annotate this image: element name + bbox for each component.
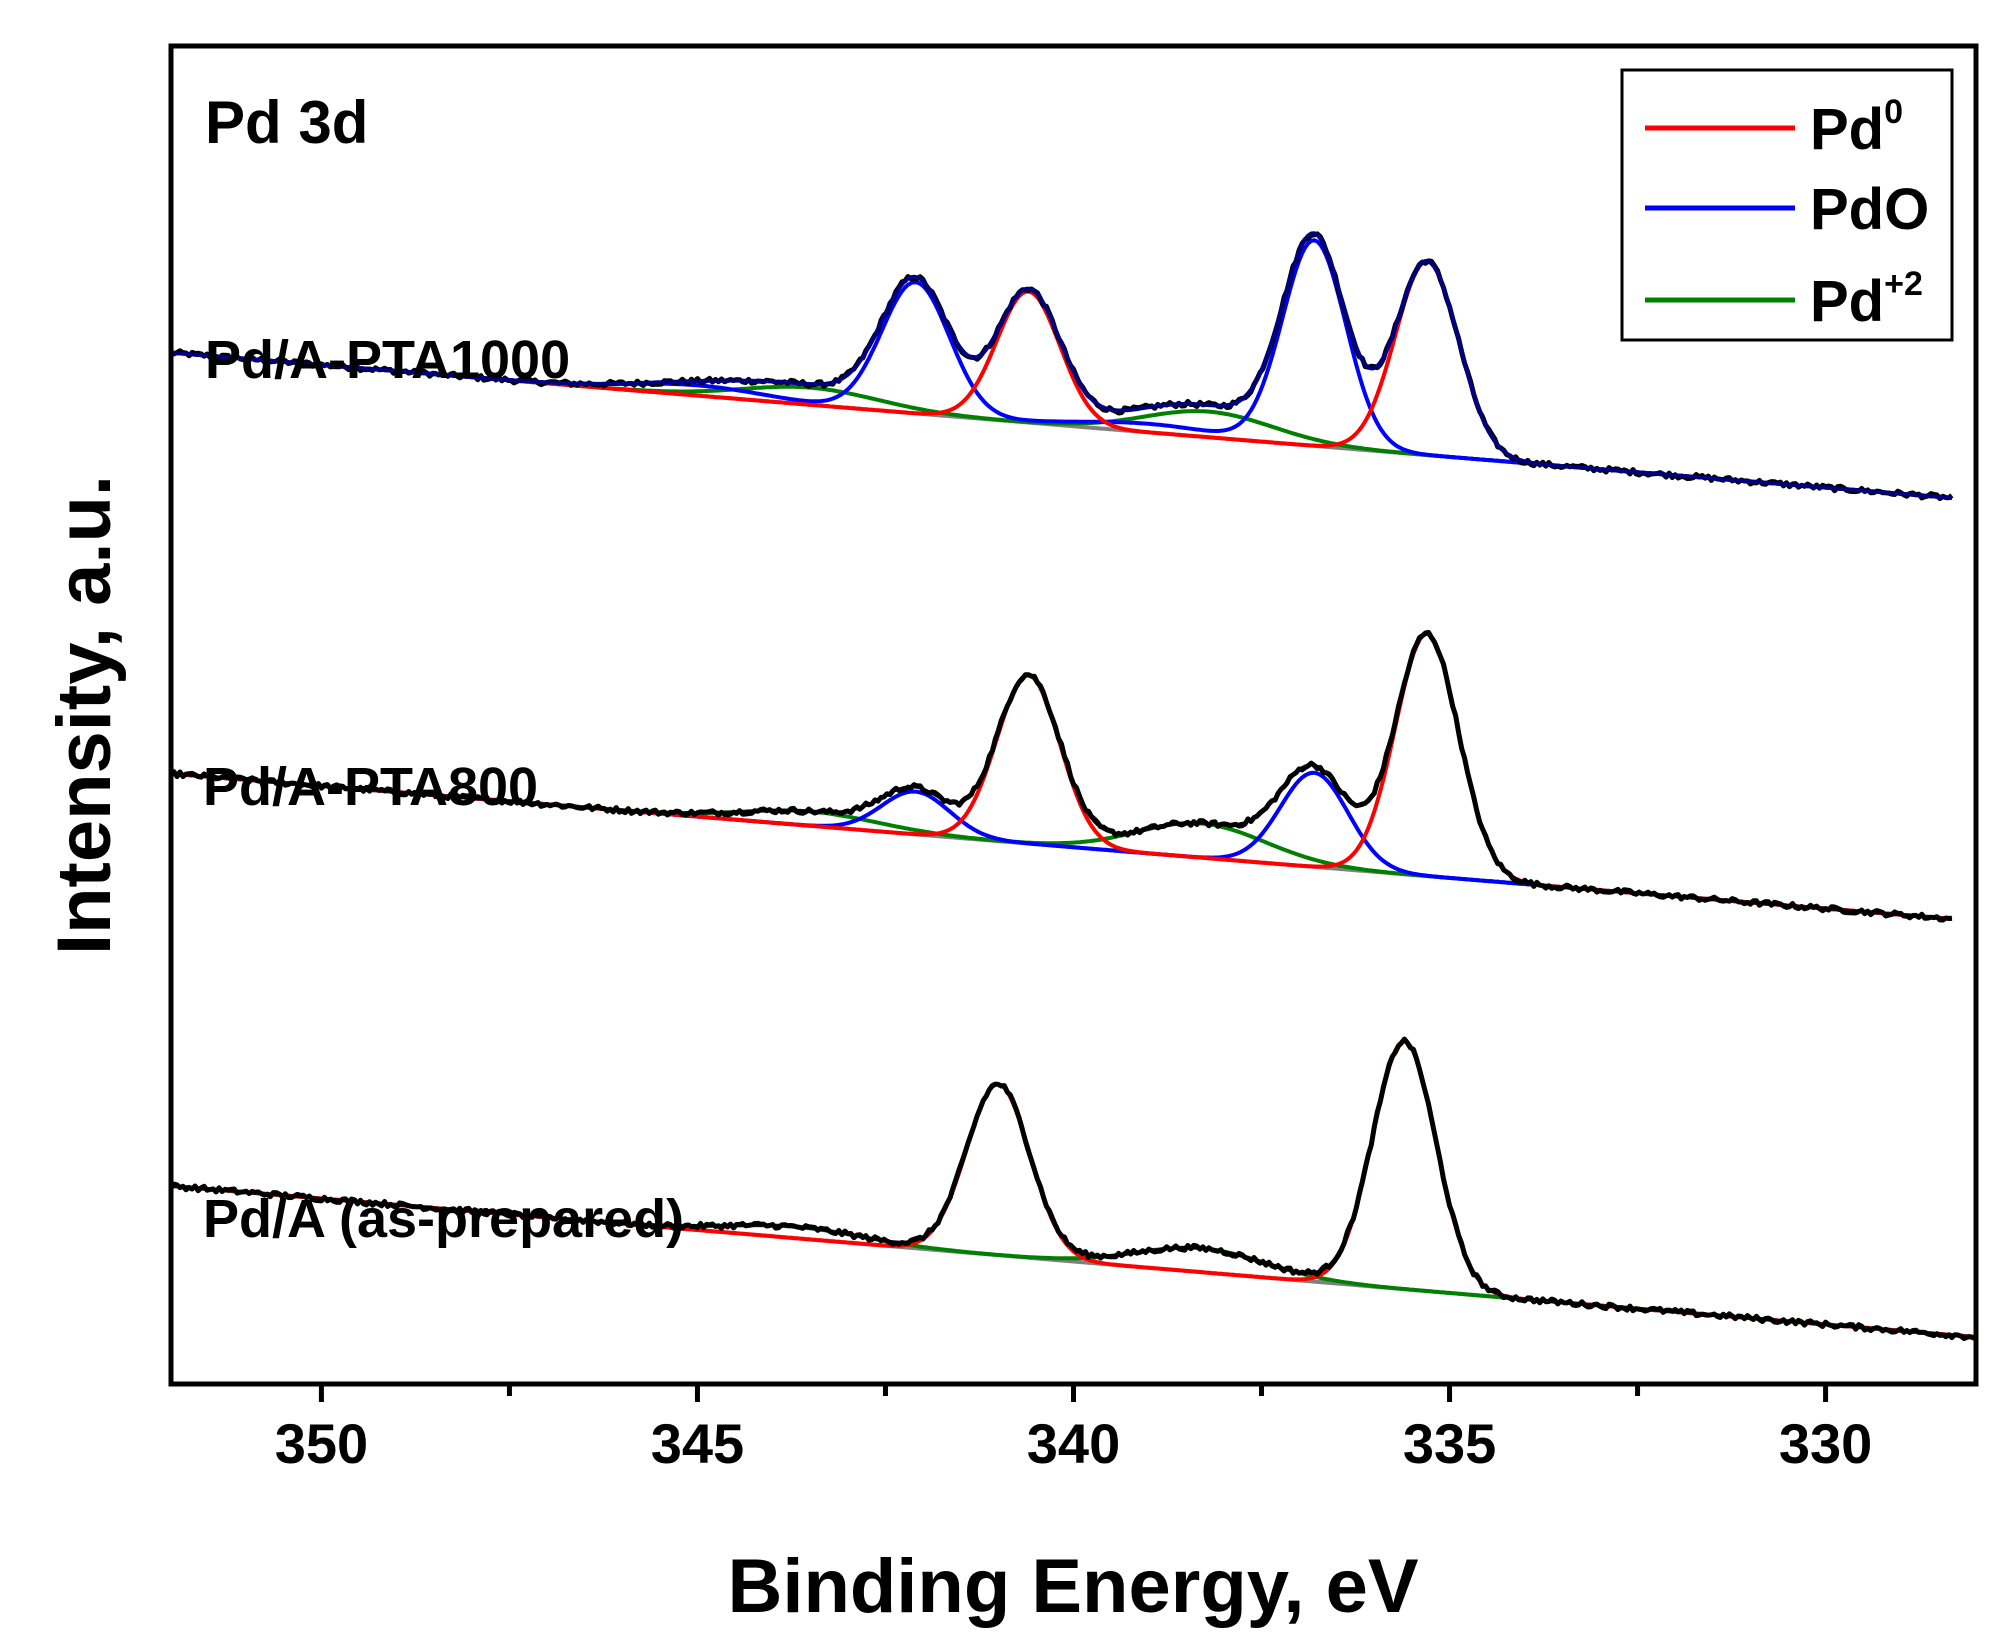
legend-label-pdo: PdO xyxy=(1810,177,1929,242)
legend: Pd0 PdO Pd+2 xyxy=(1620,68,1954,342)
legend-label-pd2-sup: +2 xyxy=(1884,265,1923,303)
legend-label-pd2-base: Pd xyxy=(1810,269,1884,334)
y-axis-title: Intensity, a.u. xyxy=(42,475,127,955)
legend-label-pd0: Pd0 xyxy=(1810,93,1903,162)
x-tick-label-350: 350 xyxy=(275,1412,368,1475)
chart-title: Pd 3d xyxy=(205,89,368,156)
x-tick-label-345: 345 xyxy=(651,1412,744,1475)
x-tick-label-335: 335 xyxy=(1403,1412,1496,1475)
legend-label-pd0-base: Pd xyxy=(1810,97,1884,162)
x-axis-title: Binding Energy, eV xyxy=(727,1544,1418,1629)
x-axis-ticks: 350 345 340 335 330 xyxy=(275,1384,1872,1475)
fit-envelope-pd-a-pta1000 xyxy=(170,231,1953,500)
plot-lines xyxy=(169,231,1977,1341)
fit-envelope-pd-a-pta800 xyxy=(170,632,1953,921)
spectrum-label-as-prepared: Pd/A (as-prepared) xyxy=(203,1189,684,1249)
legend-box xyxy=(1620,68,1954,342)
legend-label-pd0-sup: 0 xyxy=(1884,93,1903,131)
x-tick-label-340: 340 xyxy=(1027,1412,1120,1475)
legend-label-pd2: Pd+2 xyxy=(1810,265,1923,334)
x-tick-label-330: 330 xyxy=(1779,1412,1872,1475)
fit-envelope-pd-a-as-prepared xyxy=(170,1039,1977,1339)
spectrum-label-pta1000: Pd/A-PTA1000 xyxy=(205,330,570,390)
spectrum-label-pta800: Pd/A-PTA800 xyxy=(203,757,538,817)
